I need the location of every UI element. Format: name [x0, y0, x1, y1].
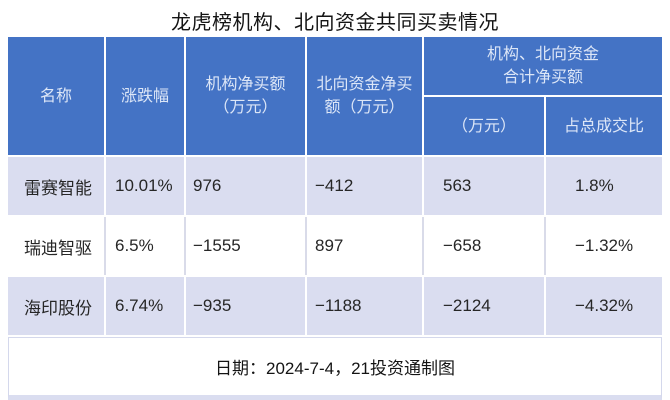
cell-total: 563	[424, 157, 544, 215]
cell-change: 6.74%	[106, 277, 184, 335]
cell-inst: −1555	[186, 217, 305, 275]
header-inst-net-buy: 机构净买额 （万元）	[186, 37, 305, 155]
table-footer-note: 日期：2024-7-4，21投资通制图	[8, 337, 662, 400]
cell-name: 海印股份	[8, 277, 104, 335]
cell-total: −2124	[424, 277, 544, 335]
cell-change: 10.01%	[106, 157, 184, 215]
cell-name: 雷赛智能	[8, 157, 104, 215]
cell-north: −1188	[307, 277, 422, 335]
header-sub-ratio: 占总成交比	[546, 97, 662, 155]
data-table: 名称 涨跌幅 机构净买额 （万元） 北向资金净买 额（万元） 机构、北向资金 合…	[8, 37, 662, 400]
cell-change: 6.5%	[106, 217, 184, 275]
cell-north: −412	[307, 157, 422, 215]
cell-ratio: −1.32%	[546, 217, 662, 275]
cell-inst: −935	[186, 277, 305, 335]
cell-north: 897	[307, 217, 422, 275]
header-sub-amount: （万元）	[424, 97, 544, 155]
cell-ratio: −4.32%	[546, 277, 662, 335]
header-group-total: 机构、北向资金 合计净买额	[424, 37, 662, 95]
cell-total: −658	[424, 217, 544, 275]
chart-title: 龙虎榜机构、北向资金共同买卖情况	[171, 12, 499, 34]
table-header: 名称 涨跌幅 机构净买额 （万元） 北向资金净买 额（万元） 机构、北向资金 合…	[8, 37, 662, 155]
cell-inst: 976	[186, 157, 305, 215]
table-row: 海印股份 6.74% −935 −1188 −2124 −4.32%	[8, 277, 662, 335]
table-row: 雷赛智能 10.01% 976 −412 563 1.8%	[8, 157, 662, 215]
table-row: 瑞迪智驱 6.5% −1555 897 −658 −1.32%	[8, 217, 662, 275]
cell-ratio: 1.8%	[546, 157, 662, 215]
cell-name: 瑞迪智驱	[8, 217, 104, 275]
header-change: 涨跌幅	[106, 37, 184, 155]
header-name: 名称	[8, 37, 104, 155]
header-north-net-buy: 北向资金净买 额（万元）	[307, 37, 422, 155]
